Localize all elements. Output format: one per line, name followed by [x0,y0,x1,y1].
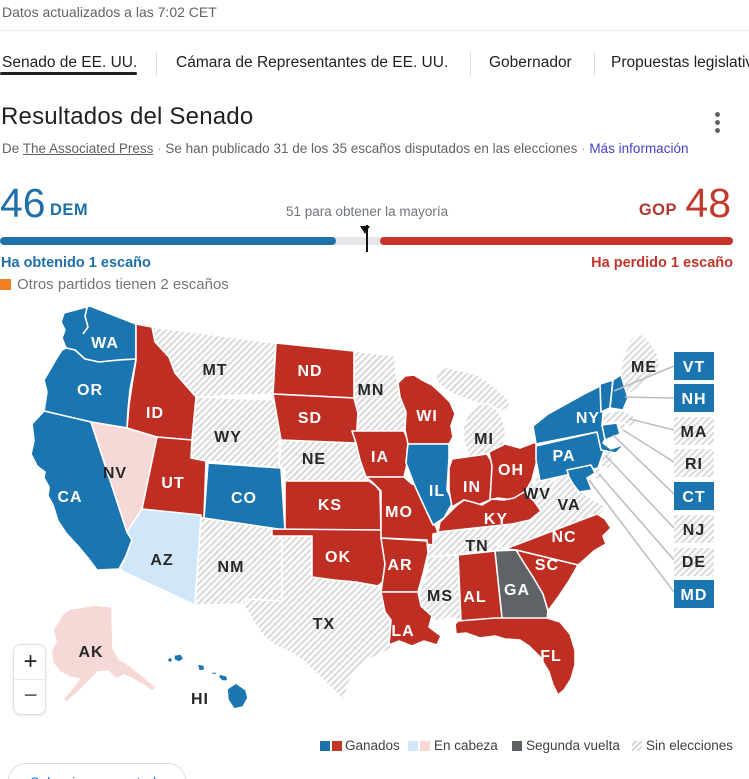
svg-text:AR: AR [387,557,412,574]
svg-text:NV: NV [103,465,127,482]
svg-text:IA: IA [371,449,389,466]
svg-text:ID: ID [146,405,164,422]
svg-text:MO: MO [385,504,413,521]
svg-text:KS: KS [318,497,342,514]
svg-text:OR: OR [77,382,103,399]
svg-text:NC: NC [551,529,576,546]
svg-text:NY: NY [576,410,600,427]
svg-text:KY: KY [484,511,508,528]
svg-text:IL: IL [429,483,445,500]
svg-text:TN: TN [465,538,488,555]
svg-text:AL: AL [463,589,486,606]
svg-text:VT: VT [683,359,705,376]
svg-text:DE: DE [682,554,706,571]
svg-text:WI: WI [416,408,438,425]
svg-text:VA: VA [557,497,580,514]
svg-text:ME: ME [631,359,657,376]
svg-text:IN: IN [463,479,481,496]
svg-text:TX: TX [313,616,335,633]
svg-text:NJ: NJ [683,522,705,539]
svg-text:MN: MN [358,382,385,399]
svg-text:LA: LA [391,623,414,640]
svg-text:ND: ND [297,363,322,380]
svg-text:FL: FL [540,648,562,665]
svg-text:WA: WA [91,335,119,352]
svg-text:MD: MD [681,587,708,604]
svg-text:MI: MI [474,431,494,448]
svg-text:HI: HI [191,691,209,708]
svg-text:PA: PA [552,448,575,465]
svg-text:NM: NM [218,559,245,576]
svg-text:SD: SD [298,410,322,427]
svg-text:AK: AK [78,644,103,661]
svg-text:WV: WV [523,486,551,503]
svg-text:GA: GA [504,582,530,599]
svg-text:WY: WY [214,429,242,446]
svg-text:MA: MA [681,424,708,441]
svg-text:SC: SC [535,557,559,574]
svg-text:CA: CA [57,489,82,506]
svg-text:NE: NE [302,451,326,468]
svg-text:CO: CO [231,490,257,507]
svg-text:MT: MT [202,362,227,379]
svg-text:RI: RI [685,456,703,473]
svg-text:UT: UT [161,475,184,492]
svg-text:OK: OK [325,549,351,566]
svg-text:CT: CT [682,489,705,506]
svg-text:NH: NH [681,391,706,408]
svg-text:OH: OH [498,462,524,479]
svg-text:AZ: AZ [150,552,173,569]
svg-text:MS: MS [427,588,453,605]
